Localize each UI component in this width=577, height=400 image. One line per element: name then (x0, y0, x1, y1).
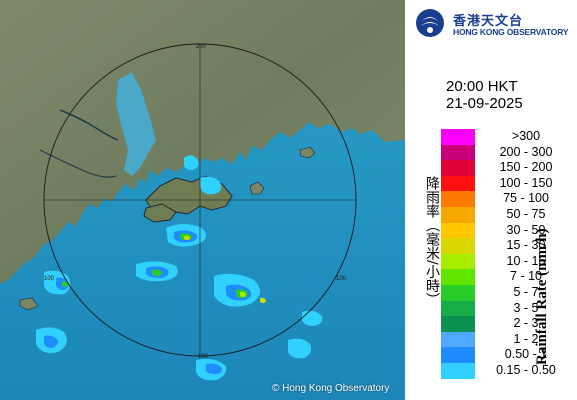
legend-row: 3 - 5 (441, 300, 571, 317)
legend-row: 2 - 3 (441, 316, 571, 332)
legend-row: 75 - 100 (441, 191, 571, 207)
legend-label: 50 - 75 (506, 207, 546, 221)
legend-label: 0.15 - 0.50 (496, 363, 556, 377)
legend-swatch (441, 331, 475, 348)
legend-swatch (441, 129, 475, 145)
legend-swatch (441, 300, 475, 317)
range-ring-label: 200 (196, 44, 207, 50)
range-ring-label: 100 (336, 276, 347, 282)
legend-swatch (441, 347, 475, 363)
island (249, 181, 265, 195)
legend-swatch (441, 144, 475, 161)
legend-label: 3 - 5 (513, 300, 539, 315)
legend-label: 150 - 200 (499, 160, 553, 175)
radar-map-svg: 200 100 100 100 (0, 0, 405, 400)
legend-swatch (441, 222, 475, 239)
legend-swatch (441, 285, 475, 301)
legend-label: 1 - 2 (513, 331, 539, 346)
legend-row: 30 - 50 (441, 222, 571, 239)
pearl-river-estuary (116, 72, 156, 176)
legend-row: 0.50 - 1 (441, 347, 571, 363)
legend-row: 100 - 150 (441, 175, 571, 192)
legend-row: >300 (441, 129, 571, 145)
legend-label: 2 - 3 (513, 316, 539, 331)
legend-label: 30 - 50 (506, 222, 546, 237)
legend-label: 7 - 10 (510, 269, 542, 284)
hko-logo-icon (416, 9, 444, 37)
legend-swatch (441, 269, 475, 285)
legend-panel: 香港天文台 HONG KONG OBSERVATORY 20:00 HKT 21… (405, 0, 577, 400)
legend-title-zh: 降雨率（毫米/小時） (424, 176, 440, 307)
legend-row: 5 - 7 (441, 285, 571, 301)
legend-label: 200 - 300 (499, 144, 553, 159)
legend-label: >300 (511, 129, 541, 143)
island (19, 297, 39, 311)
island (299, 146, 316, 159)
hko-logo: 香港天文台 HONG KONG OBSERVATORY (413, 6, 577, 40)
legend-label: 10 - 15 (506, 253, 546, 268)
legend-swatch (441, 160, 475, 176)
timestamp-time: 20:00 HKT (446, 78, 518, 95)
range-ring-label: 100 (198, 354, 209, 360)
legend-row: 15 - 30 (441, 238, 571, 254)
legend-label: 5 - 7 (513, 285, 539, 299)
range-ring-label: 100 (44, 276, 55, 282)
legend-row: 1 - 2 (441, 331, 571, 348)
legend-swatch (441, 175, 475, 192)
legend-label: 75 - 100 (503, 191, 549, 206)
land-mainland (0, 0, 405, 284)
logo-text-zh: 香港天文台 (453, 14, 524, 29)
logo-text-en: HONG KONG OBSERVATORY (453, 27, 569, 37)
legend-label: 15 - 30 (506, 238, 546, 253)
river-channel (59, 109, 119, 141)
legend-row: 200 - 300 (441, 144, 571, 161)
radar-map: 200 100 100 100 © Hong Kong Observatory (0, 0, 405, 400)
legend-swatch (441, 363, 475, 379)
legend-row: 150 - 200 (441, 160, 571, 176)
legend-swatch (441, 207, 475, 223)
legend-label: 100 - 150 (499, 175, 553, 190)
timestamp-date: 21-09-2025 (446, 95, 523, 112)
legend-swatch (441, 253, 475, 270)
legend-title-en: Rainfall Rate (mm/h) (534, 228, 550, 365)
legend-swatch (441, 316, 475, 332)
legend-swatch (441, 238, 475, 254)
legend-row: 0.15 - 0.50 (441, 363, 571, 379)
copyright: © Hong Kong Observatory (272, 383, 390, 394)
legend-row: 50 - 75 (441, 207, 571, 223)
range-crosshair (44, 44, 356, 356)
river-channel-2 (39, 149, 117, 178)
legend-label: 0.50 - 1 (504, 347, 548, 362)
lantau-island (143, 203, 177, 223)
legend-row: 7 - 10 (441, 269, 571, 285)
legend-row: 10 - 15 (441, 253, 571, 270)
legend-swatch (441, 191, 475, 207)
